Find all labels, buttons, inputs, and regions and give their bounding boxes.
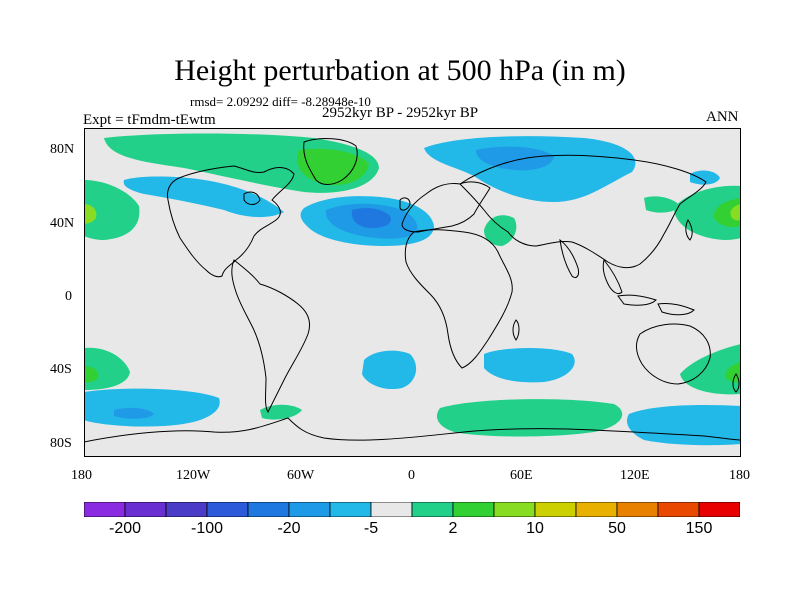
map-panel bbox=[84, 128, 741, 457]
colorbar-label: 50 bbox=[608, 520, 626, 537]
blue-anomaly-south-indian bbox=[484, 348, 575, 383]
experiment-label: Expt = tFmdm-tEwtm bbox=[83, 112, 216, 128]
colorbar-swatch bbox=[698, 501, 741, 518]
season-label: ANN bbox=[706, 109, 739, 125]
colorbar-swatch bbox=[165, 501, 208, 518]
colorbar-swatch bbox=[452, 501, 495, 518]
colorbar-swatch bbox=[493, 501, 536, 518]
lon-tick-120e: 120E bbox=[620, 468, 650, 483]
colorbar-label: -200 bbox=[108, 520, 142, 537]
blue-anomaly-south-pacific-west-core bbox=[114, 407, 154, 419]
lon-tick-0: 0 bbox=[408, 468, 415, 483]
blue-anomaly-siberia-core bbox=[476, 146, 554, 171]
colorbar bbox=[83, 501, 741, 518]
lon-tick-60w: 60W bbox=[287, 468, 315, 483]
colorbar-swatch bbox=[288, 501, 331, 518]
lat-tick-40s: 40S bbox=[50, 362, 72, 377]
period-label: 2952kyr BP - 2952kyr BP bbox=[322, 105, 479, 121]
height-perturbation-map bbox=[84, 128, 741, 457]
green-anomaly-southern-ocean bbox=[436, 399, 623, 437]
map-title: Height perturbation at 500 hPa (in m) bbox=[174, 54, 626, 87]
colorbar-swatch bbox=[616, 501, 659, 518]
colorbar-label: -5 bbox=[363, 520, 379, 537]
lat-tick-0: 0 bbox=[65, 289, 72, 304]
green-anomaly-north-pacific-west-core bbox=[84, 204, 97, 224]
lat-tick-40n: 40N bbox=[50, 216, 75, 231]
colorbar-swatch bbox=[370, 501, 413, 518]
colorbar-label: -100 bbox=[190, 520, 224, 537]
colorbar-label: -20 bbox=[277, 520, 301, 537]
colorbar-label: 10 bbox=[526, 520, 544, 537]
colorbar-swatch bbox=[329, 501, 372, 518]
colorbar-swatch bbox=[83, 501, 126, 518]
blue-anomaly-bering bbox=[690, 170, 720, 185]
green-anomaly-drake-passage bbox=[260, 404, 302, 420]
green-anomaly-south-pacific-east-core bbox=[725, 362, 741, 383]
green-anomaly-north-pacific-east-core bbox=[713, 198, 741, 228]
blue-anomaly-south-pacific-east bbox=[626, 404, 741, 446]
blue-anomaly-south-atlantic bbox=[362, 350, 417, 390]
colorbar-swatch bbox=[247, 501, 290, 518]
green-anomaly-south-pacific-west-core bbox=[84, 366, 99, 383]
colorbar-swatch bbox=[411, 501, 454, 518]
lon-tick-60e: 60E bbox=[510, 468, 533, 483]
green-anomaly-japan bbox=[644, 196, 680, 213]
green-anomaly-north-pacific-east-center bbox=[730, 204, 741, 221]
green-anomaly-south-pacific-east bbox=[680, 344, 741, 395]
colorbar-swatch bbox=[534, 501, 577, 518]
colorbar-swatch bbox=[206, 501, 249, 518]
lon-tick-180e: 180 bbox=[729, 468, 750, 483]
blue-anomaly-north-atlantic-center bbox=[351, 208, 391, 228]
colorbar-swatch bbox=[657, 501, 700, 518]
green-anomaly-middle-east bbox=[484, 215, 517, 246]
blue-anomaly-north-america bbox=[123, 176, 284, 218]
lat-tick-80s: 80S bbox=[50, 436, 72, 451]
lat-tick-80n: 80N bbox=[50, 142, 75, 157]
rmsd-diff-stats: rmsd= 2.09292 diff= -8.28948e-10 bbox=[190, 94, 371, 109]
map-frame bbox=[84, 128, 741, 457]
colorbar-swatch bbox=[124, 501, 167, 518]
blue-anomaly-south-pacific-west bbox=[84, 388, 220, 427]
green-anomaly-north-pacific-west bbox=[84, 180, 140, 240]
colorbar-label: 150 bbox=[685, 520, 713, 537]
colorbar-label: 2 bbox=[448, 520, 458, 537]
lon-tick-120w: 120W bbox=[176, 468, 211, 483]
lon-tick-180w: 180 bbox=[71, 468, 92, 483]
coastlines bbox=[84, 138, 741, 443]
colorbar-swatch bbox=[575, 501, 618, 518]
green-anomaly-greenland-core bbox=[297, 148, 369, 186]
colorbar-swatches bbox=[83, 501, 741, 518]
